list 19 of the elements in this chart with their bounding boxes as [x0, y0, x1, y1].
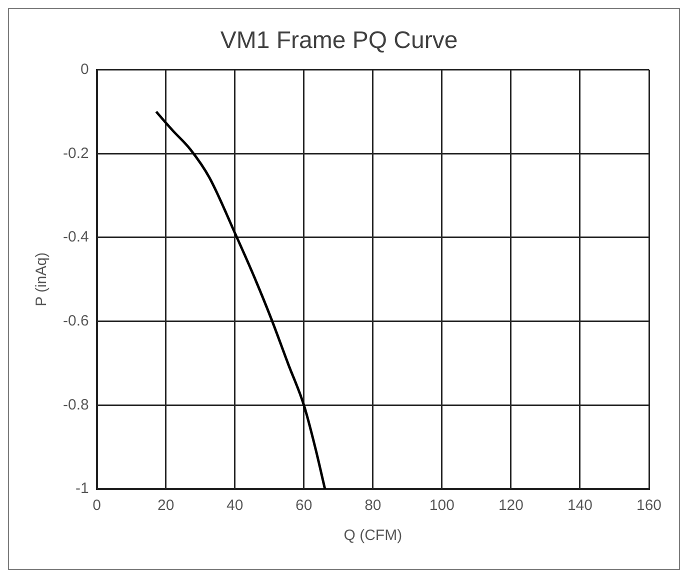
- x-tick-label: 40: [226, 497, 244, 514]
- chart-title: VM1 Frame PQ Curve: [220, 27, 458, 54]
- y-tick-label: -1: [76, 480, 89, 498]
- y-tick-label: -0.2: [62, 144, 89, 162]
- x-tick-label: 100: [429, 497, 454, 514]
- x-tick-label: 160: [636, 497, 662, 514]
- x-tick-label: 0: [92, 497, 102, 514]
- x-tick-label: 80: [364, 497, 382, 514]
- x-tick-label: 120: [498, 497, 524, 514]
- y-tick-label: -0.4: [62, 228, 89, 246]
- line-series: [154, 110, 326, 489]
- y-tick-label: -0.8: [62, 396, 89, 414]
- x-axis-title: Q (CFM): [344, 527, 402, 544]
- x-tick-label: 60: [296, 497, 312, 514]
- y-tick-label: 0: [80, 60, 89, 78]
- y-axis-title: P (inAq): [33, 252, 50, 306]
- x-tick-label: 20: [158, 497, 174, 514]
- x-tick-label: 140: [567, 497, 592, 514]
- y-tick-label: -0.6: [62, 312, 89, 330]
